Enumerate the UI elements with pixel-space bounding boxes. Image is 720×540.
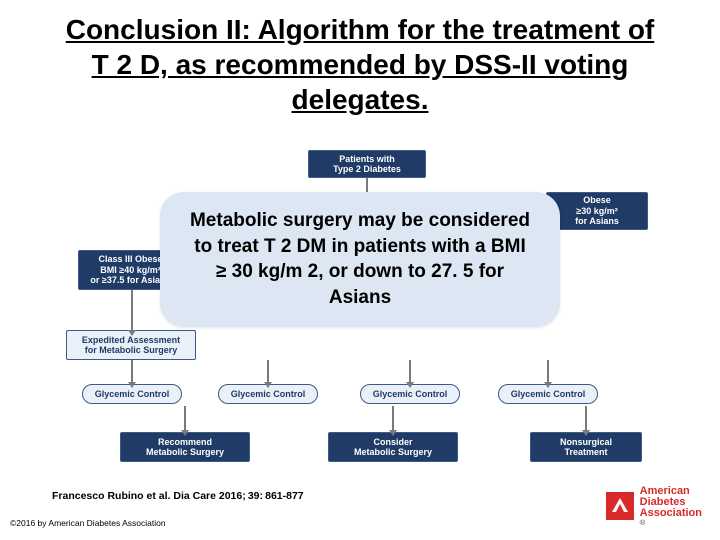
copyright-text: ©2016 by American Diabetes Association <box>10 518 166 528</box>
flow-arrow <box>131 290 133 330</box>
ada-logo-label: AmericanDiabetesAssociation <box>640 485 702 519</box>
ada-logo-reg: ® <box>640 519 702 527</box>
slide-title: Conclusion II: Algorithm for the treatme… <box>0 0 720 125</box>
citation-text: Francesco Rubino et al. Dia Care 2016; 3… <box>52 490 304 502</box>
ada-logo-icon <box>606 492 634 520</box>
flow-arrow <box>409 360 411 382</box>
flow-arrow <box>392 406 394 430</box>
ada-logo-text: AmericanDiabetesAssociation® <box>640 486 702 527</box>
flow-box-cons: ConsiderMetabolic Surgery <box>328 432 458 462</box>
flow-box-rec: RecommendMetabolic Surgery <box>120 432 250 462</box>
flow-arrow <box>547 360 549 382</box>
flow-arrow <box>267 360 269 382</box>
ada-logo-mark <box>606 492 634 520</box>
flow-arrow <box>585 406 587 430</box>
flow-arrow <box>184 406 186 430</box>
flow-box-nons: NonsurgicalTreatment <box>530 432 642 462</box>
slide: Conclusion II: Algorithm for the treatme… <box>0 0 720 540</box>
flow-arrow <box>366 178 368 192</box>
flow-arrow <box>131 360 133 382</box>
ada-logo: AmericanDiabetesAssociation® <box>606 486 702 527</box>
flow-box-obese: Obese≥30 kg/m²for Asians <box>546 192 648 230</box>
flow-box-root: Patients withType 2 Diabetes <box>308 150 426 178</box>
callout-text: Metabolic surgery may be consideredto tr… <box>190 210 530 308</box>
callout-box: Metabolic surgery may be consideredto tr… <box>160 192 560 327</box>
